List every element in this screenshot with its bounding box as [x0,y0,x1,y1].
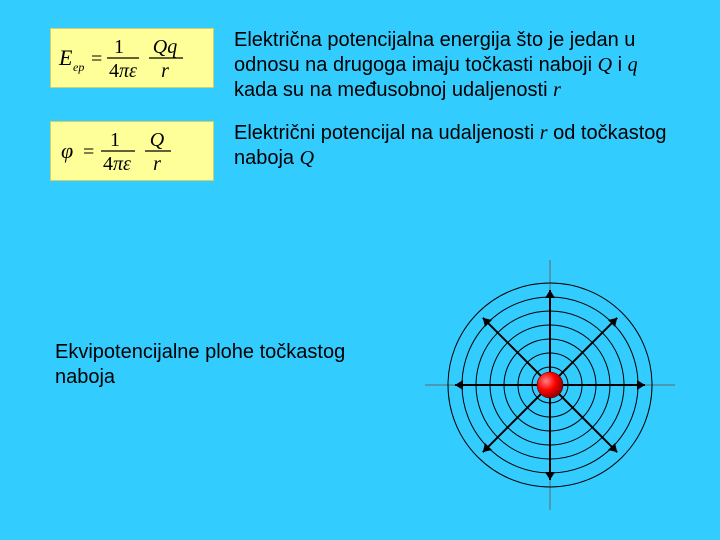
desc3-t1: Ekvipotencijalne plohe točkastog naboja [55,341,345,388]
formula2-den1a: 4 [103,153,113,175]
desc1-var2: q [628,54,638,76]
description-potential: Električni potencijal na udaljenosti r o… [234,121,670,171]
formula1-num1: 1 [114,36,124,58]
formula1-lhs: E [58,45,73,70]
formula1-den1b: πε [119,60,137,82]
formula2-lhs: φ [61,138,73,163]
desc2-var1: r [540,122,548,144]
formula-potential: φ = 1 4 πε Q r [50,121,214,181]
description-energy: Električna potencijalna energija što je … [234,28,670,103]
desc1-t3: kada su na međusobnoj udaljenosti [234,79,553,101]
description-equipotential: Ekvipotencijalne plohe točkastog naboja [55,340,395,390]
formula-energy: E ep = 1 4 πε Qq r [50,28,214,88]
desc1-var3: r [553,79,561,101]
formula2-den2: r [153,153,161,175]
formula2-num2: Q [150,129,165,151]
svg-text:=: = [83,141,94,163]
desc2-t1: Električni potencijal na udaljenosti [234,122,540,144]
desc1-t1: Električna potencijalna energija što je … [234,29,635,76]
formula1-num2: Qq [153,36,177,58]
formula2-den1b: πε [113,153,131,175]
formula1-lhs-sub: ep [73,60,84,74]
svg-text:=: = [91,48,102,70]
desc1-var1: Q [598,54,612,76]
formula1-den2: r [161,60,169,82]
formula2-num1: 1 [110,129,120,151]
desc2-var2: Q [300,147,314,169]
equipotential-diagram [425,260,675,510]
formula1-den1a: 4 [109,60,119,82]
desc1-t2: i [612,54,628,76]
